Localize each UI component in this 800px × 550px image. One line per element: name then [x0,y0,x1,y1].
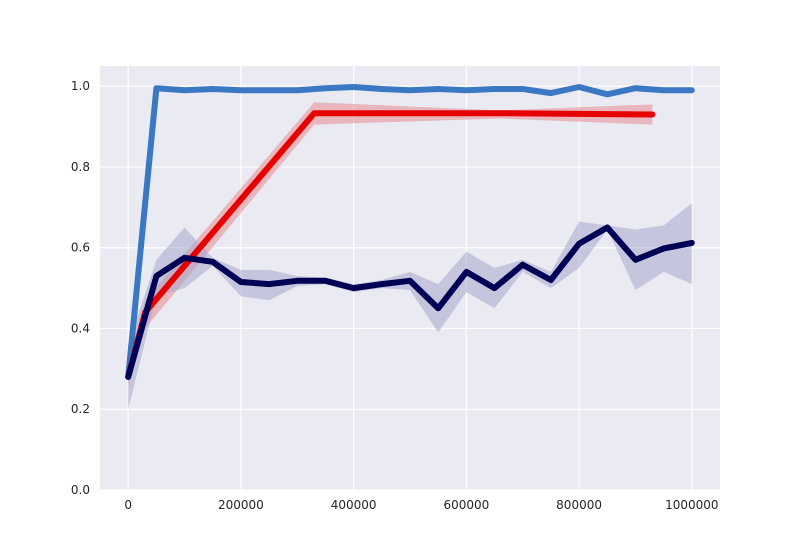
series-3-line [125,224,695,380]
y-tick-label: 0.4 [71,321,90,335]
y-tick-label: 1.0 [71,79,90,93]
y-tick-label: 0.2 [71,402,90,416]
y-tick-label: 0.8 [71,160,90,174]
series-lines [125,84,695,380]
y-tick-label: 0.6 [71,241,90,255]
series-2-band [128,102,653,386]
y-axis-ticks: 0.0 0.2 0.4 0.6 0.8 1.0 [71,79,90,497]
x-tick-label: 400000 [331,498,377,512]
x-tick-label: 200000 [218,498,264,512]
series-1-line [125,84,695,380]
x-axis-ticks: 0 200000 400000 600000 800000 1000000 [124,498,718,512]
x-tick-label: 800000 [556,498,602,512]
x-tick-label: 600000 [443,498,489,512]
x-tick-label: 1000000 [665,498,718,512]
y-tick-label: 0.0 [71,483,90,497]
x-tick-label: 0 [124,498,132,512]
confidence-bands [128,86,692,410]
